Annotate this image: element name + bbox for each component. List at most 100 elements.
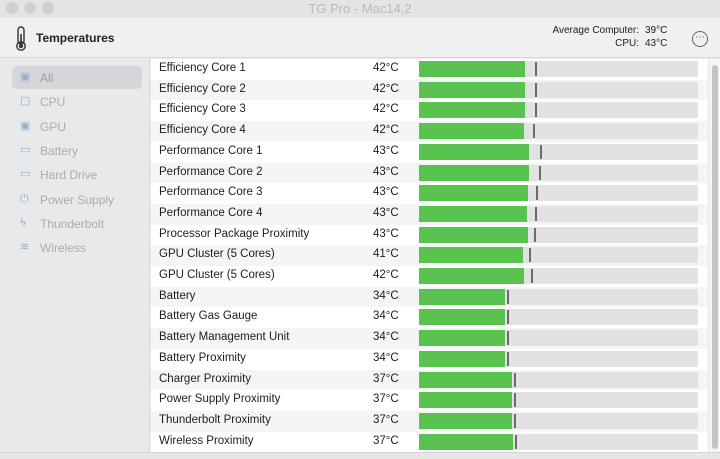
table-row[interactable]: Performance Core 1 43°C <box>151 142 708 163</box>
max-temperature-marker <box>514 372 516 387</box>
bolt-icon: ϟ <box>20 216 26 229</box>
sensor-temperature: 43°C <box>373 206 399 219</box>
temperature-bar-fill <box>419 330 505 347</box>
scrollbar-thumb[interactable] <box>712 65 718 449</box>
sensor-name: GPU Cluster (5 Cores) <box>159 248 275 261</box>
average-computer-summary: Average Computer: 39°C <box>552 25 675 36</box>
table-row[interactable]: Efficiency Core 2 42°C <box>151 79 708 101</box>
temperature-bar <box>419 412 698 429</box>
temperature-bar-fill <box>419 247 523 264</box>
temperature-bar-fill <box>419 205 527 222</box>
cpu-summary: CPU: 43°C <box>615 38 675 49</box>
gpu-icon: ▣ <box>20 119 31 132</box>
table-row[interactable]: Efficiency Core 1 42°C <box>151 59 708 80</box>
table-row[interactable]: Performance Core 4 43°C <box>151 203 708 225</box>
temperature-bar-fill <box>419 433 513 450</box>
sidebar-item-all[interactable]: ▣ All <box>12 66 142 89</box>
sensor-temperature: 43°C <box>373 144 399 157</box>
table-row[interactable]: Battery 34°C <box>151 286 708 308</box>
temperature-bar <box>419 371 698 388</box>
max-temperature-marker <box>534 227 536 242</box>
window-title: TG Pro - Mac14,2 <box>308 1 412 16</box>
temperature-bar <box>419 61 698 77</box>
ellipsis-circle-icon[interactable]: ⋯ <box>692 31 708 47</box>
max-temperature-marker <box>539 165 541 180</box>
max-temperature-marker <box>531 269 533 283</box>
close-window-button[interactable] <box>6 2 18 14</box>
table-row[interactable]: Wireless Proximity 37°C <box>151 432 708 453</box>
sensor-temperature: 37°C <box>373 372 399 385</box>
sidebar-item-label: Wireless <box>40 241 87 256</box>
max-temperature-marker <box>507 310 509 325</box>
table-row[interactable]: Performance Core 3 43°C <box>151 183 708 204</box>
max-temperature-marker <box>514 393 516 408</box>
grid-icon: ▣ <box>20 71 31 83</box>
sensor-name: Performance Core 1 <box>159 144 263 157</box>
temperature-bar-fill <box>419 81 525 98</box>
sidebar-item-label: GPU <box>40 119 67 134</box>
table-row[interactable]: Efficiency Core 3 42°C <box>151 100 708 121</box>
hard-drive-icon: ▭ <box>20 168 31 181</box>
sidebar-item-label: Thunderbolt <box>40 216 105 231</box>
zoom-window-button[interactable] <box>42 2 54 14</box>
bottom-bar <box>0 452 720 459</box>
max-temperature-marker <box>507 289 509 304</box>
table-row[interactable]: Charger Proximity 37°C <box>151 369 708 391</box>
sidebar-item-label: Battery <box>40 143 79 158</box>
sidebar: ▣ All ▢ CPU ▣ GPU ▭ Battery ▭ Hard Drive ⏻ Power Su… <box>0 59 150 459</box>
temperature-bar <box>419 247 698 264</box>
temperature-bar-fill <box>419 164 529 181</box>
temperature-bar-fill <box>419 288 505 305</box>
sensor-list-scrollbar[interactable] <box>708 59 720 452</box>
temperature-bar-fill <box>419 185 528 202</box>
table-row[interactable]: Performance Core 2 43°C <box>151 162 708 184</box>
sidebar-item-hard-drive[interactable]: ▭ Hard Drive <box>12 163 142 186</box>
table-row[interactable]: GPU Cluster (5 Cores) 42°C <box>151 266 708 287</box>
sidebar-item-power-supply[interactable]: ⏻ Power Supply <box>12 188 142 211</box>
thermometer-icon <box>16 26 26 51</box>
temperature-bar <box>419 185 698 202</box>
temperature-bar <box>419 268 698 284</box>
max-temperature-marker <box>515 434 517 449</box>
cpu-summary-value: 43°C <box>645 38 668 49</box>
max-temperature-marker <box>535 62 537 76</box>
toolbar-header: Temperatures Average Computer: 39°C CPU: 4… <box>0 18 720 58</box>
table-row[interactable]: Battery Proximity 34°C <box>151 349 708 370</box>
temperature-bar <box>419 102 698 119</box>
temperature-bar-fill <box>419 143 529 160</box>
sensor-name: Battery Management Unit <box>159 331 290 344</box>
sensor-name: Wireless Proximity <box>159 434 254 447</box>
table-row[interactable]: GPU Cluster (5 Cores) 41°C <box>151 245 708 266</box>
temperature-bar <box>419 392 698 409</box>
sidebar-item-thunderbolt[interactable]: ϟ Thunderbolt <box>12 212 142 235</box>
table-row[interactable]: Efficiency Core 4 42°C <box>151 121 708 142</box>
sidebar-item-gpu[interactable]: ▣ GPU <box>12 115 142 138</box>
temperature-bar-fill <box>419 412 512 429</box>
table-row[interactable]: Processor Package Proximity 43°C <box>151 225 708 246</box>
temperature-bar-fill <box>419 102 525 119</box>
minimize-window-button[interactable] <box>24 2 36 14</box>
max-temperature-marker <box>507 331 509 346</box>
sensor-temperature: 43°C <box>373 227 399 240</box>
sidebar-item-cpu[interactable]: ▢ CPU <box>12 90 142 113</box>
sidebar-item-battery[interactable]: ▭ Battery <box>12 139 142 162</box>
sensor-temperature: 42°C <box>373 103 399 116</box>
window-title-bar: TG Pro - Mac14,2 <box>0 0 720 18</box>
table-row[interactable]: Thunderbolt Proximity 37°C <box>151 410 708 432</box>
temperature-bar <box>419 164 698 181</box>
max-temperature-marker <box>514 413 516 428</box>
sidebar-item-wireless[interactable]: ≋ Wireless <box>12 236 142 259</box>
max-temperature-marker <box>533 124 535 139</box>
table-row[interactable]: Power Supply Proximity 37°C <box>151 390 708 411</box>
table-row[interactable]: Battery Gas Gauge 34°C <box>151 307 708 328</box>
temperature-bar <box>419 123 698 140</box>
temperature-bar <box>419 433 698 450</box>
sidebar-item-label: Hard Drive <box>40 168 98 183</box>
sensor-name: Processor Package Proximity <box>159 227 310 240</box>
temperature-bar <box>419 350 698 367</box>
table-row[interactable]: Battery Management Unit 34°C <box>151 328 708 349</box>
sensor-name: Efficiency Core 3 <box>159 103 246 116</box>
sensor-name: Battery Gas Gauge <box>159 310 258 323</box>
sensor-temperature: 34°C <box>373 351 399 364</box>
sensor-temperature: 42°C <box>373 124 399 137</box>
